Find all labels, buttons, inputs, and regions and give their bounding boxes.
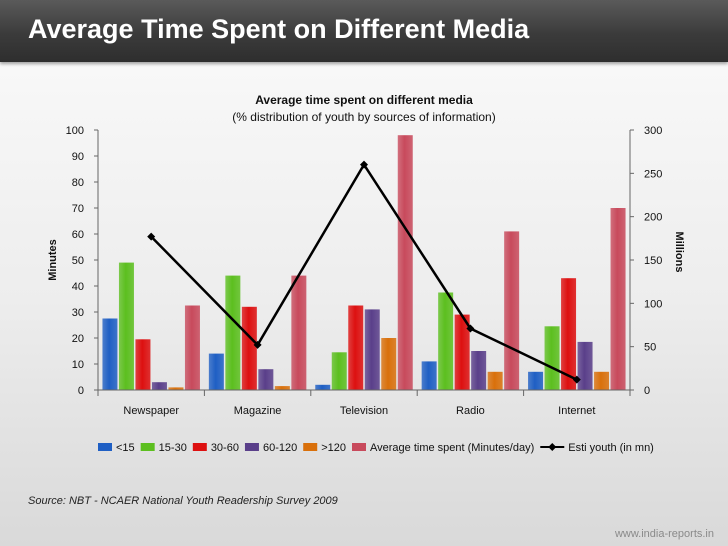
legend-label-60-120: 60-120 bbox=[263, 442, 297, 454]
legend-label-120: >120 bbox=[321, 442, 346, 454]
category-label-television: Television bbox=[340, 405, 388, 417]
bar-60-120-radio bbox=[471, 351, 487, 390]
y-tick-label: 60 bbox=[72, 229, 84, 241]
bar-60-120-magazine bbox=[258, 369, 274, 390]
legend-swatch-30-60 bbox=[192, 443, 207, 451]
category-label-magazine: Magazine bbox=[234, 405, 282, 417]
bar-120-newspaper bbox=[168, 387, 184, 390]
bar-average-time-spent-minutes-day-magazine bbox=[291, 275, 307, 390]
bar-15-internet bbox=[528, 371, 544, 390]
y-tick-label: 0 bbox=[78, 385, 84, 397]
bar-120-internet bbox=[594, 371, 610, 390]
bar-15-30-radio bbox=[438, 292, 454, 390]
legend-label-esti-youth-in-mn: Esti youth (in mn) bbox=[568, 442, 654, 454]
bar-30-60-television bbox=[348, 305, 364, 390]
y-axis-title: Minutes bbox=[47, 239, 59, 281]
bar-average-time-spent-minutes-day-radio bbox=[504, 231, 520, 390]
y-tick-label: 50 bbox=[72, 255, 84, 267]
bar-60-120-internet bbox=[577, 341, 593, 390]
point-esti-youth-in-mn-radio bbox=[466, 324, 475, 333]
footer-url: www.india-reports.in bbox=[614, 528, 714, 540]
bar-15-radio bbox=[421, 361, 437, 390]
y2-tick-label: 100 bbox=[644, 298, 662, 310]
y-tick-label: 10 bbox=[72, 359, 84, 371]
y-tick-label: 80 bbox=[72, 177, 84, 189]
bars bbox=[102, 135, 626, 390]
category-label-internet: Internet bbox=[558, 405, 595, 417]
legend-swatch-15 bbox=[98, 443, 112, 451]
category-label-radio: Radio bbox=[456, 405, 485, 417]
bar-average-time-spent-minutes-day-internet bbox=[610, 208, 626, 390]
chart-title: Average time spent on different media bbox=[255, 93, 473, 107]
bar-30-60-magazine bbox=[241, 306, 257, 390]
legend-marker-esti-youth-in-mn bbox=[548, 443, 557, 451]
y-tick-label: 90 bbox=[72, 151, 84, 163]
bar-15-30-magazine bbox=[225, 275, 241, 390]
y-tick-label: 30 bbox=[72, 307, 84, 319]
y-tick-label: 40 bbox=[72, 281, 84, 293]
bar-15-30-internet bbox=[544, 326, 560, 390]
y2-tick-label: 50 bbox=[644, 342, 656, 354]
legend-swatch-15-30 bbox=[140, 443, 155, 451]
legend-label-15: <15 bbox=[116, 442, 135, 454]
legend-label-30-60: 30-60 bbox=[211, 442, 239, 454]
bar-15-newspaper bbox=[102, 318, 118, 390]
legend-label-average-time-spent-minutes-day: Average time spent (Minutes/day) bbox=[370, 442, 534, 454]
y2-tick-label: 150 bbox=[644, 255, 662, 267]
bar-15-television bbox=[315, 384, 331, 390]
chart-subtitle: (% distribution of youth by sources of i… bbox=[232, 110, 495, 124]
y2-tick-label: 250 bbox=[644, 168, 662, 180]
axes: 0 10 20 30 40 50 60 70 80 90 100 0 50 100 150 200 250 300… bbox=[47, 125, 685, 417]
bar-120-television bbox=[381, 338, 397, 390]
bar-average-time-spent-minutes-day-television bbox=[397, 135, 413, 390]
gridlines bbox=[94, 129, 634, 391]
slide-title-bar: Average Time Spent on Different Media bbox=[0, 0, 728, 62]
bar-60-120-television bbox=[364, 309, 380, 390]
category-label-newspaper: Newspaper bbox=[123, 405, 179, 417]
bar-15-30-television bbox=[331, 352, 347, 390]
y2-tick-label: 0 bbox=[644, 385, 650, 397]
bar-60-120-newspaper bbox=[151, 382, 167, 390]
bar-30-60-radio bbox=[454, 314, 470, 390]
bar-30-60-internet bbox=[561, 278, 577, 390]
y-tick-label: 70 bbox=[72, 203, 84, 215]
bar-15-30-newspaper bbox=[118, 262, 134, 390]
point-esti-youth-in-mn-newspaper bbox=[147, 232, 156, 241]
y-tick-label: 100 bbox=[66, 125, 84, 137]
point-esti-youth-in-mn-television bbox=[360, 160, 368, 169]
legend: <15 15-30 30-60 60-120 >120 Average time spen… bbox=[98, 442, 654, 454]
point-esti-youth-in-mn-magazine bbox=[253, 340, 262, 349]
bar-120-radio bbox=[487, 371, 503, 390]
bar-120-magazine bbox=[274, 386, 290, 390]
legend-swatch-120 bbox=[303, 443, 318, 451]
legend-swatch-60-120 bbox=[244, 443, 259, 451]
y2-axis-title: Millions bbox=[673, 232, 685, 273]
slide-title: Average Time Spent on Different Media bbox=[28, 14, 530, 44]
y2-tick-label: 200 bbox=[644, 212, 662, 224]
y2-tick-label: 300 bbox=[644, 125, 662, 137]
bar-15-magazine bbox=[208, 353, 224, 390]
legend-swatch-average-time-spent-minutes-day bbox=[352, 443, 366, 451]
point-esti-youth-in-mn-internet bbox=[572, 375, 581, 384]
y-tick-label: 20 bbox=[72, 333, 84, 345]
youth-line bbox=[147, 160, 581, 384]
legend-label-15-30: 15-30 bbox=[159, 442, 187, 454]
bar-30-60-newspaper bbox=[135, 339, 151, 390]
bar-average-time-spent-minutes-day-newspaper bbox=[184, 305, 200, 390]
source-note: Source: NBT - NCAER National Youth Reade… bbox=[28, 495, 338, 507]
